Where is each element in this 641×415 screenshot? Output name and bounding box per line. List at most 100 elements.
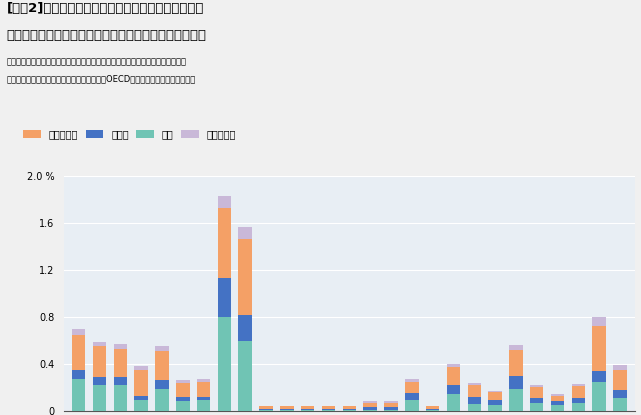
Bar [488,392,502,400]
Bar [113,377,127,385]
Bar [613,398,627,411]
Bar [322,406,335,408]
Bar [592,381,606,411]
Bar [72,379,85,411]
Bar [176,401,190,411]
Bar [342,408,356,410]
Bar [155,347,169,351]
Bar [342,410,356,411]
Bar [72,334,85,370]
Bar [405,400,419,411]
Bar [113,349,127,377]
Bar [197,381,210,397]
Bar [113,344,127,349]
Bar [93,342,106,347]
Bar [176,383,190,397]
Bar [260,406,273,408]
Bar [260,408,273,410]
Bar [238,315,252,340]
Bar [238,239,252,315]
Bar [447,385,460,394]
Bar [426,405,439,406]
Bar [405,381,419,393]
Text: 各国・地域の最終需要に占める割合　資料：OECDよりニッセイ基礎研究所作成: 各国・地域の最終需要に占める割合 資料：OECDよりニッセイ基礎研究所作成 [6,75,196,84]
Bar [592,317,606,327]
Bar [572,384,585,386]
Bar [488,400,502,405]
Bar [530,398,544,403]
Bar [426,410,439,411]
Bar [488,391,502,392]
Bar [301,408,315,410]
Bar [135,400,148,411]
Bar [197,379,210,381]
Bar [467,383,481,385]
Bar [72,370,85,379]
Bar [280,410,294,411]
Bar [509,388,522,411]
Bar [363,408,377,410]
Bar [155,381,169,388]
Bar [342,406,356,408]
Bar [363,410,377,411]
Bar [426,406,439,408]
Bar [322,408,335,410]
Bar [447,367,460,385]
Bar [135,395,148,400]
Bar [530,403,544,411]
Text: （ロシアのモノ・サービスがどこで需要されているか）: （ロシアのモノ・サービスがどこで需要されているか） [6,29,206,42]
Bar [551,401,564,405]
Bar [592,371,606,381]
Bar [363,403,377,408]
Bar [572,398,585,403]
Bar [488,405,502,411]
Bar [447,364,460,367]
Bar [238,340,252,411]
Bar [530,388,544,398]
Bar [613,365,627,370]
Bar [509,350,522,376]
Bar [509,345,522,350]
Bar [301,406,315,408]
Bar [113,385,127,411]
Bar [135,370,148,395]
Bar [218,208,231,278]
Bar [218,278,231,317]
Bar [572,403,585,411]
Bar [280,406,294,408]
Bar [135,366,148,370]
Bar [176,381,190,383]
Bar [155,351,169,381]
Bar [551,395,564,401]
Bar [384,408,398,410]
Bar [280,408,294,410]
Bar [197,400,210,411]
Text: [図表2]ロシアの供給減による各国・地域への影響度: [図表2]ロシアの供給減による各国・地域への影響度 [6,2,204,15]
Bar [551,405,564,411]
Bar [93,385,106,411]
Bar [218,317,231,411]
Bar [592,327,606,371]
Bar [426,408,439,410]
Bar [301,405,315,406]
Bar [405,379,419,381]
Legend: サービス業, 製造業, 鉱業, 農林水産業: サービス業, 製造業, 鉱業, 農林水産業 [23,129,236,140]
Text: 注：ロシアの産業別付加価値がどの国・地域で最終需要をされているかを示す、: 注：ロシアの産業別付加価値がどの国・地域で最終需要をされているかを示す、 [6,57,187,66]
Bar [342,405,356,406]
Bar [197,397,210,400]
Bar [405,393,419,400]
Bar [530,385,544,388]
Bar [363,401,377,403]
Bar [467,397,481,404]
Bar [93,377,106,385]
Bar [467,385,481,397]
Bar [301,410,315,411]
Bar [238,227,252,239]
Bar [72,329,85,334]
Bar [572,386,585,398]
Bar [613,390,627,398]
Bar [467,404,481,411]
Bar [613,370,627,390]
Bar [176,397,190,401]
Bar [260,405,273,406]
